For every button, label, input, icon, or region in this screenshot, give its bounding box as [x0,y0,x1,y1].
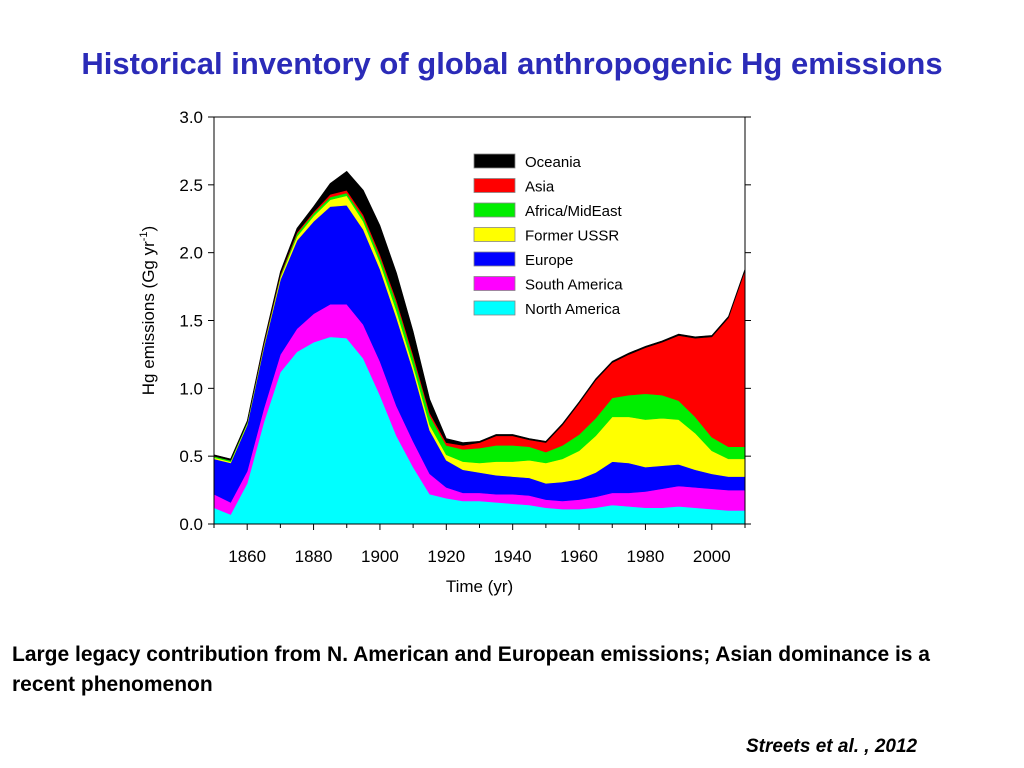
y-tick-label: 2.0 [179,244,203,263]
legend-label: Former USSR [525,228,619,245]
legend-label: North America [525,301,621,318]
x-tick-label: 1980 [627,547,665,566]
y-tick-label: 0.5 [179,447,203,466]
legend-swatch [473,276,516,291]
citation: Streets et al. , 2012 [746,736,918,757]
y-axis-label: Hg emissions (Gg yr-1) [138,226,158,395]
legend-swatch [473,178,516,193]
legend-swatch [473,202,516,218]
legend-swatch [473,227,516,242]
x-tick-label: 1960 [560,547,598,566]
y-tick-label: 3.0 [179,108,203,127]
x-tick-label: 2000 [693,547,731,566]
x-axis-label: Time (yr) [446,577,513,596]
x-tick-label: 1940 [494,547,532,566]
y-tick-label: 1.0 [179,379,203,398]
stacked-areas [213,170,746,525]
legend-label: Africa/MidEast [525,203,623,220]
emissions-chart: 0.0 0.5 1.0 1.5 2.0 2.5 3.0 1860 1880 1900 1920 19… [138,108,751,596]
y-axis-label-superscript: -1 [138,231,150,241]
legend-label: Europe [525,252,573,269]
y-tick-label: 2.5 [179,176,203,195]
y-tick-label: 0.0 [179,515,203,534]
legend: Oceania Asia Africa/MidEast Former USSR Euro… [473,153,623,318]
legend-label: Asia [525,179,555,196]
legend-swatch [473,300,516,316]
legend-label: South America [525,277,623,294]
x-tick-label: 1900 [361,547,399,566]
y-axis-label-main: Hg emissions (Gg yr [139,241,158,395]
y-axis-label-close: ) [139,226,158,232]
x-tick-label: 1920 [427,547,465,566]
legend-swatch [473,153,516,169]
legend-label: Oceania [525,154,582,171]
y-axis: 0.0 0.5 1.0 1.5 2.0 2.5 3.0 [179,108,751,534]
legend-swatch [473,251,516,267]
y-tick-label: 1.5 [179,312,203,331]
slide-title: Historical inventory of global anthropog… [81,46,943,81]
caption: Large legacy contribution from N. Americ… [12,643,930,696]
x-axis: 1860 1880 1900 1920 1940 1960 1980 2000 [213,524,746,566]
x-tick-label: 1880 [295,547,333,566]
x-tick-label: 1860 [228,547,266,566]
